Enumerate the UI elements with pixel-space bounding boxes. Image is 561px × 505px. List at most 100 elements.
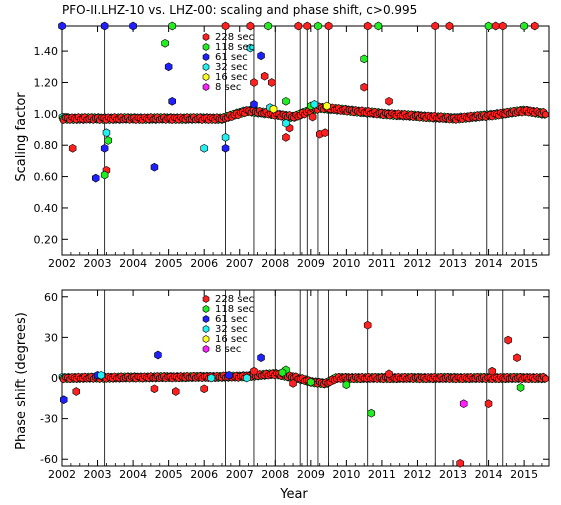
x-tick-label: 2013 — [439, 468, 467, 481]
y-tick-label: 0.20 — [34, 233, 59, 246]
x-tick-label: 2007 — [226, 468, 254, 481]
offscale-point — [431, 21, 440, 31]
baseline-point — [542, 110, 549, 119]
x-tick-label: 2002 — [48, 257, 76, 270]
y-tick-label: 30 — [44, 331, 58, 344]
legend-marker — [202, 73, 210, 81]
baseline-point — [542, 374, 549, 383]
phase-shift-panel: 2002 2003 2004 2005 2006 2007 2008 2009 2010 2011… — [40, 289, 550, 481]
data-point — [504, 335, 512, 345]
x-tick-label: 2006 — [190, 257, 218, 270]
offscale-point — [445, 21, 454, 31]
offscale-point — [374, 21, 383, 31]
data-point — [250, 78, 258, 87]
data-point — [102, 128, 111, 138]
data-point — [310, 100, 319, 109]
x-tick-label: 2003 — [84, 468, 112, 481]
data-point — [385, 369, 393, 379]
data-point — [308, 112, 317, 122]
y-tick-label: 0 — [51, 372, 58, 385]
y-tick-label: 1.40 — [34, 45, 59, 58]
data-point — [250, 100, 258, 109]
offscale-point — [363, 21, 372, 31]
data-point — [269, 104, 278, 114]
data-point — [59, 395, 68, 405]
data-point — [260, 71, 269, 81]
legend-label: 8 sec — [215, 82, 241, 93]
offscale-point — [246, 21, 255, 31]
x-tick-label: 2010 — [332, 257, 360, 270]
data-point — [342, 380, 351, 390]
legend-label: 8 sec — [215, 344, 241, 355]
data-point — [360, 54, 368, 64]
legend-label: 16 sec — [215, 334, 248, 345]
offscale-point — [168, 21, 176, 31]
data-point — [323, 101, 331, 111]
x-tick-label: 2004 — [119, 257, 147, 270]
data-point — [104, 136, 112, 145]
x-tick-label: 2015 — [510, 257, 538, 270]
legend-marker — [202, 305, 210, 313]
data-point — [154, 350, 162, 360]
data-point — [257, 51, 265, 61]
data-point — [267, 78, 276, 87]
y-tick-label: 1.20 — [34, 76, 59, 89]
x-tick-label: 2012 — [403, 468, 431, 481]
legend-marker — [202, 335, 210, 343]
data-point — [282, 133, 290, 142]
y-tick-label: 0.40 — [34, 202, 59, 215]
legend-marker — [202, 295, 210, 303]
data-point — [225, 370, 233, 380]
data-point — [243, 373, 251, 383]
legend-marker — [202, 325, 210, 333]
data-point — [164, 62, 173, 72]
x-tick-label: 2015 — [510, 468, 538, 481]
x-tick-label: 2008 — [261, 257, 289, 270]
legend-marker — [202, 43, 210, 51]
data-point — [68, 143, 77, 153]
data-point — [168, 96, 176, 106]
y-axis-title-bottom: Phase shift (degrees) — [14, 312, 29, 450]
data-point — [97, 370, 105, 380]
legend-label: 32 sec — [215, 62, 248, 73]
legend-label: 61 sec — [215, 52, 248, 63]
data-point — [367, 408, 376, 418]
legend-marker — [202, 53, 210, 61]
data-point — [456, 458, 464, 468]
x-tick-label: 2014 — [475, 257, 503, 270]
data-point — [246, 43, 255, 53]
data-point — [385, 96, 393, 106]
x-tick-label: 2002 — [48, 468, 76, 481]
y-tick-label: 1.00 — [34, 108, 59, 121]
data-point — [200, 384, 208, 394]
x-tick-label: 2006 — [190, 468, 218, 481]
y-tick-label: 0.60 — [34, 171, 59, 184]
legend-label: 16 sec — [215, 72, 248, 83]
data-point — [459, 399, 468, 409]
offscale-point — [498, 21, 507, 31]
legend-label: 228 sec — [215, 32, 254, 43]
offscale-point — [58, 21, 66, 31]
data-point — [161, 38, 169, 48]
x-tick-label: 2009 — [297, 257, 325, 270]
x-tick-label: 2003 — [84, 257, 112, 270]
x-tick-label: 2012 — [403, 257, 431, 270]
data-point — [221, 143, 230, 153]
x-tick-label: 2011 — [368, 257, 396, 270]
offscale-point — [520, 21, 528, 31]
offscale-point — [129, 21, 137, 31]
offscale-point — [484, 21, 493, 31]
legend-label: 118 sec — [215, 304, 254, 315]
data-point — [289, 379, 297, 388]
data-point — [363, 320, 372, 330]
offscale-point — [491, 21, 500, 31]
chart-title: PFO-II.LHZ-10 vs. LHZ-00: scaling and ph… — [62, 3, 417, 17]
data-point — [100, 170, 109, 180]
y-tick-label: -60 — [40, 453, 58, 466]
x-tick-label: 2013 — [439, 257, 467, 270]
x-tick-label: 2007 — [226, 257, 254, 270]
legend-label: 61 sec — [215, 314, 248, 325]
legend-label: 228 sec — [215, 294, 254, 305]
